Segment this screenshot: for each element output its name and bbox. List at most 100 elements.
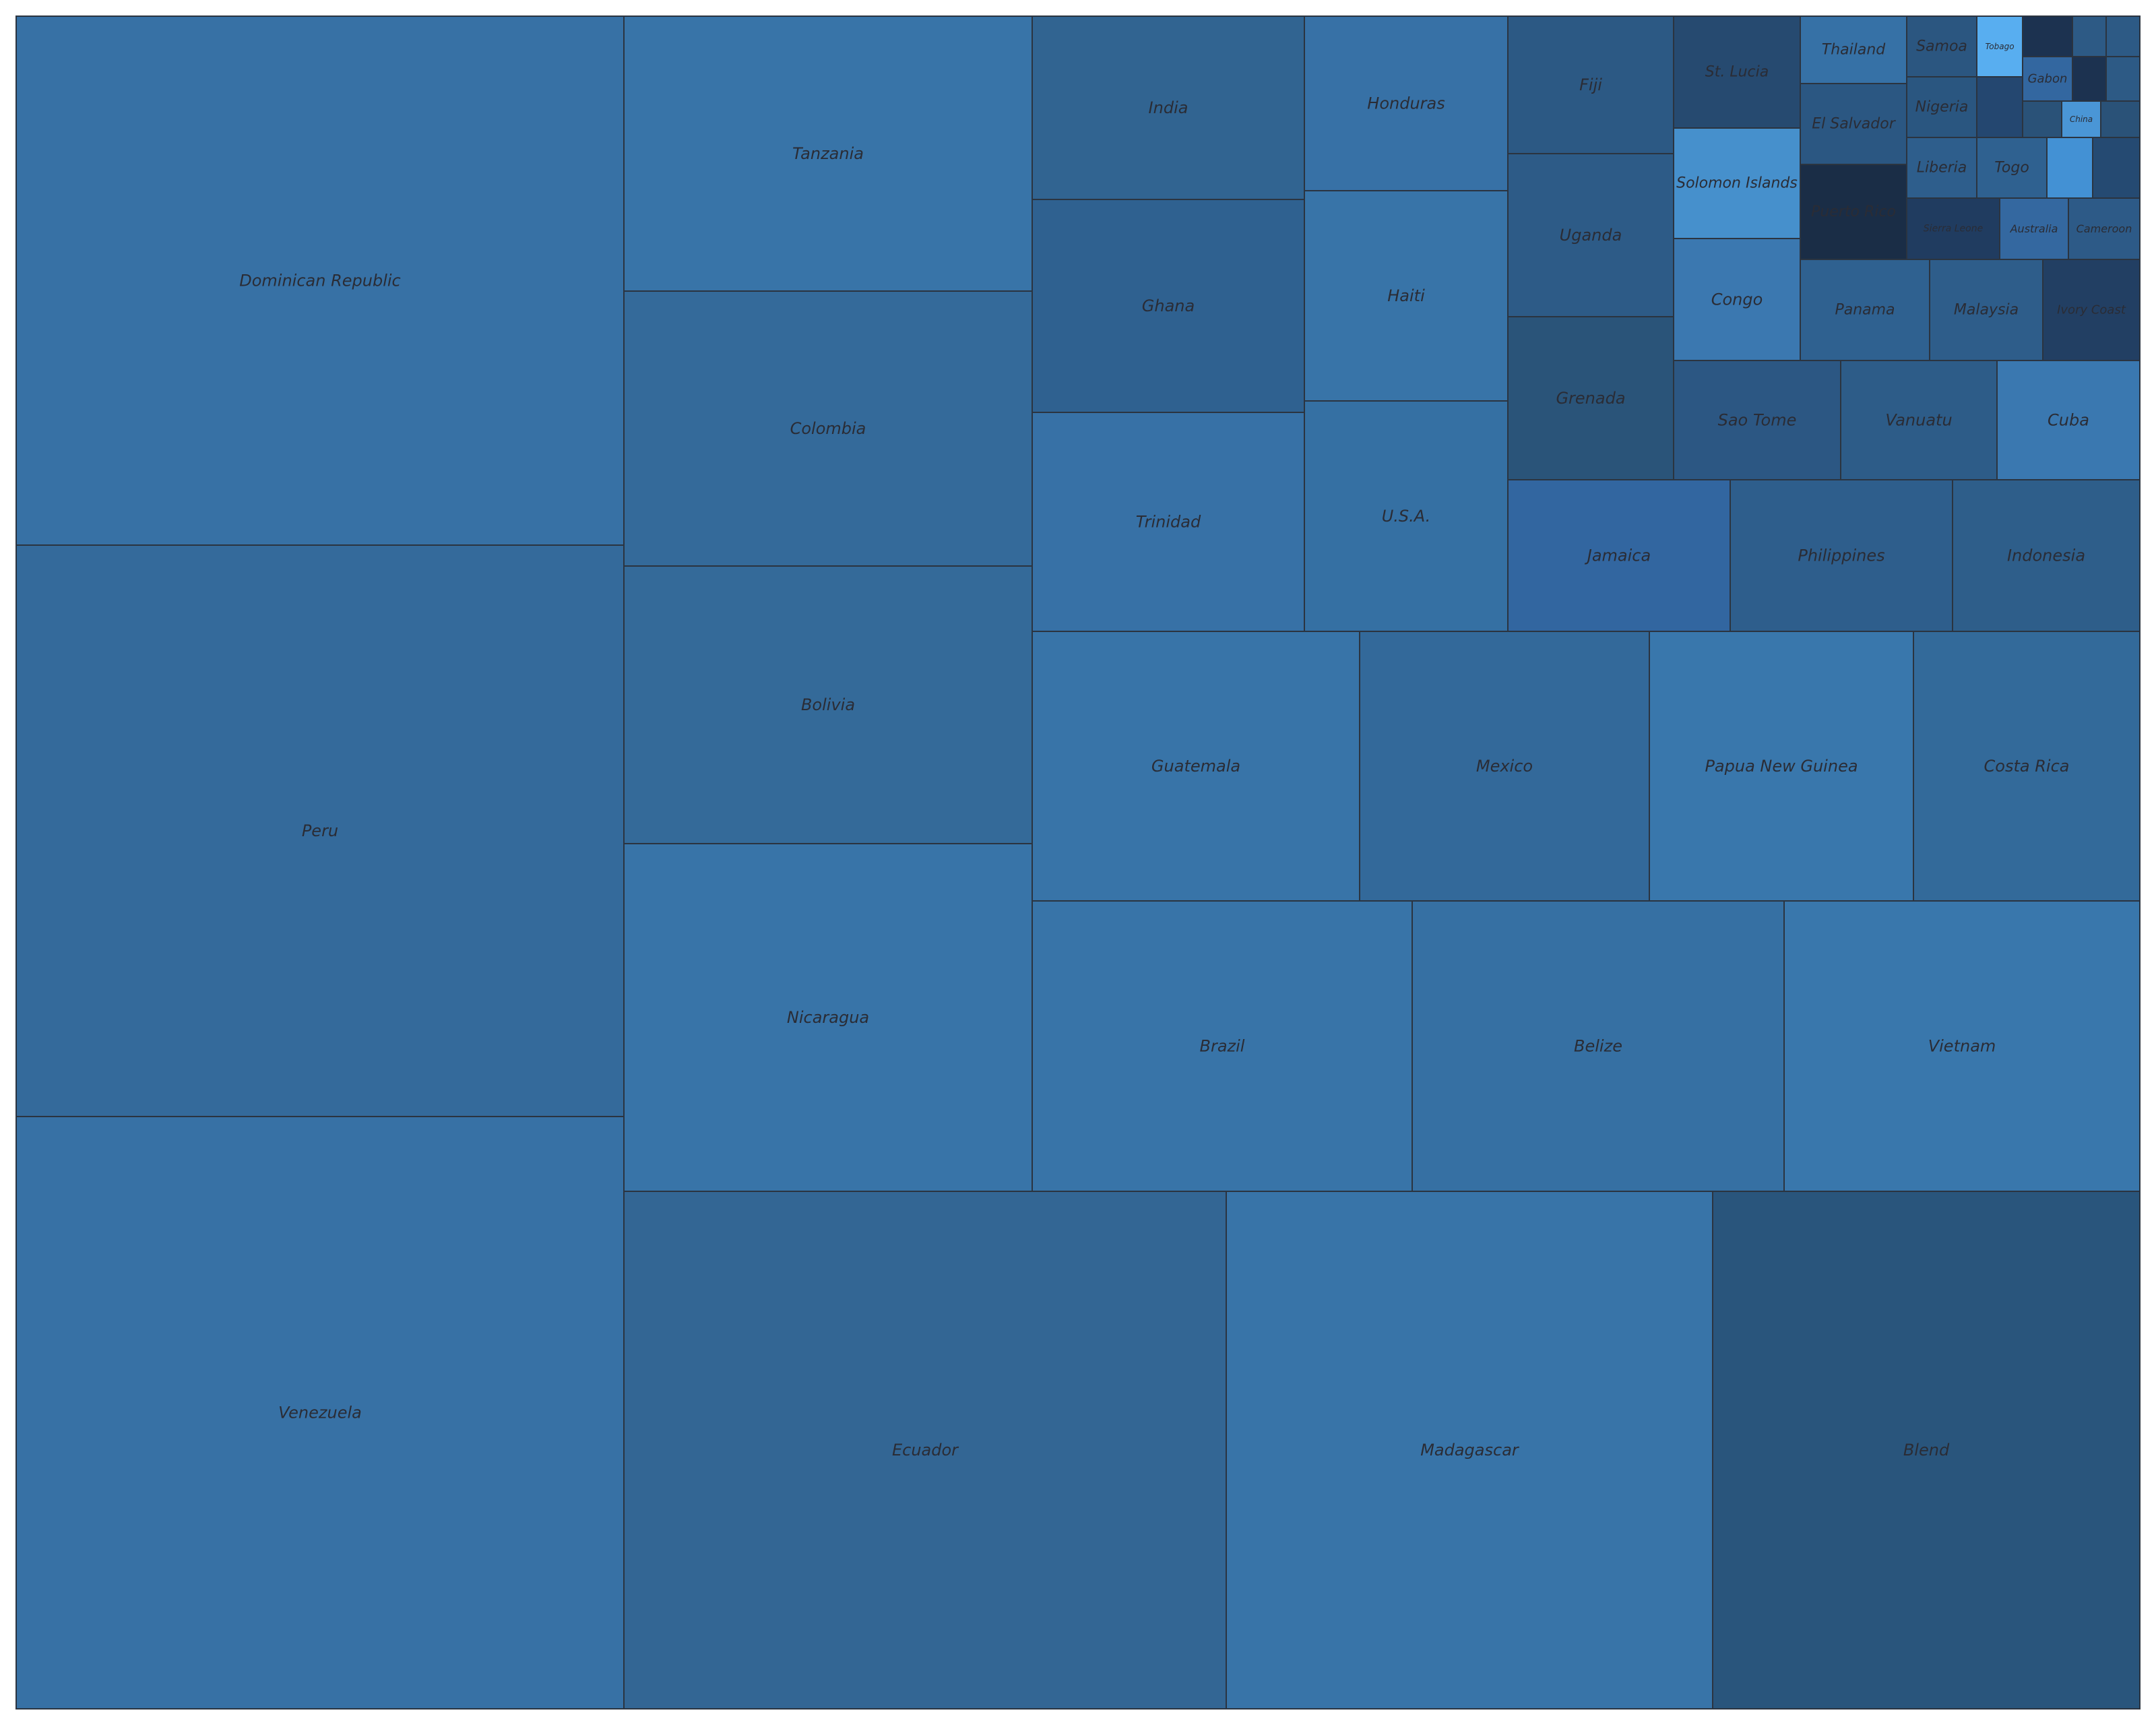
- tile-cameroon: [2068, 197, 2141, 260]
- tile-label-sierra-leone: Sierra Leone: [1924, 224, 1983, 234]
- tile-el-salvador: [1800, 83, 1907, 165]
- tile-unlabeled-25: [2072, 15, 2107, 57]
- tile-label-solomon-islands: Solomon Islands: [1676, 175, 1798, 192]
- tile-cuba: [1996, 360, 2141, 480]
- tile-costa-rica: [1913, 631, 2141, 902]
- tile-label-mexico: Mexico: [1476, 757, 1533, 776]
- tile-unlabeled-24: [2022, 15, 2073, 57]
- tile-madagascar: [1226, 1191, 1713, 1710]
- tile-label-nicaragua: Nicaragua: [787, 1008, 869, 1027]
- tile-unlabeled-31: [2105, 56, 2141, 102]
- tile-india: [1032, 15, 1305, 200]
- tile-jamaica: [1507, 479, 1731, 632]
- tile-unlabeled-34: [2100, 100, 2141, 138]
- tile-label-colombia: Colombia: [790, 419, 866, 438]
- tile-unlabeled-30: [2072, 56, 2107, 102]
- tile-label-thailand: Thailand: [1822, 42, 1886, 59]
- tile-congo: [1673, 238, 1801, 361]
- tile-u-s-a: [1304, 400, 1509, 632]
- tile-unlabeled-32: [2022, 100, 2062, 138]
- tile-label-ivory-coast: Ivory Coast: [2057, 303, 2126, 317]
- tile-ecuador: [623, 1191, 1227, 1710]
- tile-label-blend: Blend: [1903, 1441, 1950, 1460]
- tile-label-jamaica: Jamaica: [1585, 546, 1651, 565]
- tile-tanzania: [623, 15, 1033, 292]
- tile-label-china: China: [2070, 115, 2093, 124]
- tile-venezuela: [15, 1116, 625, 1710]
- tile-label-tobago: Tobago: [1985, 42, 2014, 51]
- tile-unlabeled-26: [2105, 15, 2141, 57]
- tile-label-st-lucia: St. Lucia: [1705, 64, 1769, 81]
- tile-label-belize: Belize: [1574, 1037, 1622, 1056]
- tile-vietnam: [1783, 900, 2141, 1192]
- tile-fiji: [1507, 15, 1674, 154]
- tile-label-puerto-rico: Puerto Rico: [1811, 203, 1896, 220]
- tile-gabon: [2022, 56, 2073, 102]
- tile-brazil: [1032, 900, 1413, 1192]
- tile-label-vietnam: Vietnam: [1928, 1037, 1996, 1056]
- tile-indonesia: [1952, 479, 2141, 632]
- tile-australia: [1999, 197, 2069, 260]
- tile-label-venezuela: Venezuela: [278, 1404, 362, 1422]
- tile-label-haiti: Haiti: [1387, 286, 1425, 305]
- tile-label-panama: Panama: [1835, 302, 1895, 319]
- tile-trinidad: [1032, 412, 1305, 632]
- tile-label-indonesia: Indonesia: [2007, 546, 2085, 565]
- tile-nicaragua: [623, 843, 1033, 1192]
- tile-belize: [1412, 900, 1785, 1192]
- tile-label-dominican-republic: Dominican Republic: [239, 272, 400, 290]
- tile-label-samoa: Samoa: [1916, 38, 1967, 55]
- tile-unlabeled-37: [2046, 137, 2093, 199]
- tile-label-papua-new-guinea: Papua New Guinea: [1705, 757, 1858, 776]
- tile-label-guatemala: Guatemala: [1151, 757, 1240, 776]
- tile-label-uganda: Uganda: [1560, 226, 1622, 245]
- tile-label-malaysia: Malaysia: [1954, 302, 2019, 319]
- tile-label-brazil: Brazil: [1200, 1037, 1245, 1056]
- tile-label-vanuatu: Vanuatu: [1885, 411, 1952, 430]
- tile-label-togo: Togo: [1994, 160, 2029, 177]
- tile-label-ghana: Ghana: [1142, 296, 1195, 315]
- tile-label-liberia: Liberia: [1917, 160, 1967, 177]
- tile-dominican-republic: [15, 15, 625, 546]
- tile-tobago: [1976, 15, 2023, 77]
- tile-label-u-s-a: U.S.A.: [1382, 507, 1431, 526]
- tile-label-philippines: Philippines: [1798, 546, 1884, 565]
- tile-label-costa-rica: Costa Rica: [1984, 757, 2070, 776]
- tile-solomon-islands: [1673, 127, 1801, 239]
- tile-mexico: [1359, 631, 1650, 902]
- tile-sao-tome: [1673, 360, 1841, 480]
- tile-unlabeled-38: [2092, 137, 2141, 199]
- tile-unlabeled-28: [1976, 76, 2023, 138]
- tile-thailand: [1800, 15, 1907, 84]
- tile-grenada: [1507, 316, 1674, 480]
- tile-label-bolivia: Bolivia: [801, 695, 855, 714]
- tile-label-grenada: Grenada: [1556, 389, 1625, 408]
- tile-samoa: [1906, 15, 1977, 77]
- tile-label-cuba: Cuba: [2048, 411, 2089, 430]
- tile-uganda: [1507, 153, 1674, 317]
- tile-puerto-rico: [1800, 164, 1907, 260]
- tile-label-sao-tome: Sao Tome: [1718, 411, 1797, 430]
- tile-ivory-coast: [2042, 259, 2141, 361]
- tile-label-trinidad: Trinidad: [1136, 513, 1201, 532]
- tile-label-australia: Australia: [2010, 222, 2058, 235]
- tile-haiti: [1304, 190, 1509, 402]
- tile-guatemala: [1032, 631, 1360, 902]
- tile-label-el-salvador: El Salvador: [1812, 116, 1896, 133]
- tile-label-gabon: Gabon: [2028, 72, 2068, 86]
- tile-st-lucia: [1673, 15, 1801, 129]
- tile-nigeria: [1906, 76, 1977, 138]
- tile-label-peru: Peru: [302, 821, 338, 840]
- tile-label-india: India: [1149, 98, 1188, 117]
- tile-label-ecuador: Ecuador: [892, 1441, 959, 1460]
- tile-label-madagascar: Madagascar: [1420, 1441, 1520, 1460]
- tile-togo: [1976, 137, 2048, 199]
- tile-blend: [1712, 1191, 2141, 1710]
- tile-label-tanzania: Tanzania: [792, 144, 864, 163]
- tile-peru: [15, 544, 625, 1117]
- tile-bolivia: [623, 565, 1033, 844]
- tile-sierra-leone: [1906, 197, 2000, 260]
- tile-label-congo: Congo: [1711, 290, 1763, 309]
